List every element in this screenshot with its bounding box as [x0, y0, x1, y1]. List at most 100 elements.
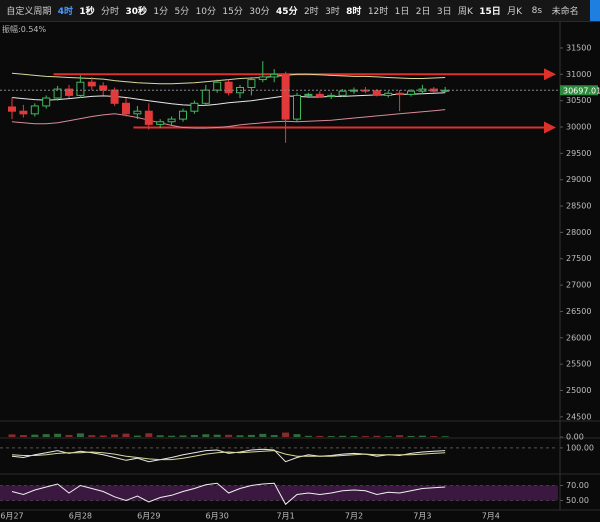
period-item[interactable]: 4时	[57, 7, 74, 17]
period-item[interactable]: 15日	[479, 7, 501, 17]
candle-body	[270, 73, 279, 78]
candle-body	[133, 110, 142, 115]
y-tick-label: 25000	[566, 386, 591, 395]
period-item[interactable]: 3时	[325, 7, 340, 17]
volume-bar	[156, 435, 164, 437]
y-tick-label: 27500	[566, 254, 591, 263]
volume-bar	[111, 434, 119, 437]
y-tick-label: 30500	[566, 96, 591, 105]
x-tick-label: 6月27	[0, 512, 23, 521]
candle-body	[315, 93, 324, 97]
candle-body	[213, 81, 222, 91]
candle-body	[53, 88, 62, 99]
volume-bar	[270, 435, 278, 437]
layout-name[interactable]: 未命名	[551, 7, 579, 17]
volume-bar	[122, 433, 130, 437]
refresh[interactable]: 8s	[531, 5, 543, 16]
volume-bar	[418, 435, 426, 437]
x-tick-label: 7月4	[482, 512, 500, 521]
candle-body	[304, 93, 313, 96]
volume-bar	[396, 435, 404, 437]
toolbar: 自定义周期 4时 1秒 分时 30秒 1分 5分 10分 15分 30分 45分 2时 3时 8时 12时 1…	[0, 0, 600, 22]
volume-bar	[384, 436, 392, 437]
volume-bar	[293, 434, 301, 437]
period-item[interactable]: 自定义周期	[6, 7, 52, 17]
amplitude: 振幅:0.54%	[2, 25, 47, 34]
candle-body	[42, 97, 51, 107]
volume-bar	[304, 435, 312, 437]
volume-bar	[202, 434, 210, 437]
indicator-line	[11, 450, 446, 461]
volume-bar	[145, 433, 153, 437]
volume-bar	[99, 435, 107, 437]
candle-body	[65, 88, 73, 96]
volume-bar	[31, 434, 39, 437]
order-button[interactable]: 下单	[589, 0, 600, 21]
period-item[interactable]: 12时	[367, 7, 389, 17]
candle-body	[87, 81, 96, 87]
band-line	[11, 109, 446, 129]
period-item[interactable]: 8时	[346, 7, 362, 17]
toolbar-right: 未命名 下单	[545, 0, 600, 21]
candle-body	[99, 85, 108, 91]
volume-bar	[8, 434, 16, 437]
candle-body	[30, 105, 39, 115]
volume-bar	[133, 435, 141, 437]
period-item[interactable]: 周K	[457, 7, 473, 17]
candle-body	[293, 94, 301, 120]
period-item[interactable]: 2日	[415, 7, 431, 17]
volume-bar	[361, 436, 369, 437]
period-item[interactable]: 5分	[174, 7, 190, 17]
y-tick-label: 26500	[566, 307, 591, 316]
y-tick-label: 29000	[566, 175, 591, 184]
candle-body	[281, 73, 290, 120]
volume-bar	[213, 434, 221, 437]
period-item[interactable]: 1日	[394, 7, 410, 17]
period-item[interactable]: 分时	[101, 7, 120, 17]
candle-body	[384, 92, 393, 96]
period-item[interactable]: 月K	[507, 7, 523, 17]
volume-bar	[179, 435, 187, 437]
period-item[interactable]: 45分	[276, 7, 298, 17]
period-item[interactable]: 2时	[303, 7, 319, 17]
period-item[interactable]: 3日	[436, 7, 452, 17]
y-tick-label: 25500	[566, 360, 591, 369]
period-item[interactable]: 1分	[153, 7, 169, 17]
volume-bar	[65, 434, 73, 437]
last-price-box	[560, 85, 598, 96]
volume-bar	[259, 433, 267, 437]
period-item[interactable]: 15分	[222, 7, 243, 17]
volume-bar	[168, 435, 176, 437]
candle-body	[201, 89, 210, 104]
volume-bar	[441, 436, 449, 437]
x-tick-label: 7月2	[345, 512, 363, 521]
candle-body	[76, 81, 85, 96]
candle-body	[327, 94, 336, 97]
y-tick-label: 30000	[566, 123, 591, 132]
period-item[interactable]: 30分	[249, 7, 270, 17]
y-tick-label: 29500	[566, 149, 591, 158]
period-list: 自定义周期 4时 1秒 分时 30秒 1分 5分 10分 15分 30分 45分 2时 3时 8时 12时 1…	[0, 4, 528, 17]
candle-body	[395, 92, 404, 95]
volume-bar	[54, 433, 62, 437]
volume-bar	[339, 435, 347, 437]
volume-bar	[407, 435, 415, 437]
candle-body	[258, 76, 267, 81]
x-tick-label: 7月3	[413, 512, 431, 521]
candle-body	[372, 90, 381, 96]
indicator-line	[11, 448, 446, 463]
volume-bar	[282, 432, 290, 437]
x-tick-label: 6月29	[137, 512, 160, 521]
candle-body	[407, 90, 415, 95]
period-item[interactable]: 1秒	[79, 7, 95, 17]
y-tick-label: 28000	[566, 228, 591, 237]
period-item[interactable]: 30秒	[125, 7, 147, 17]
indicator-line	[11, 482, 446, 506]
period-item[interactable]: 10分	[195, 7, 217, 17]
y-tick-label: 70.00	[566, 481, 589, 490]
candle-body	[122, 102, 130, 115]
x-tick-label: 6月30	[206, 512, 229, 521]
volume-bar	[247, 434, 255, 437]
candle-body	[167, 118, 176, 123]
